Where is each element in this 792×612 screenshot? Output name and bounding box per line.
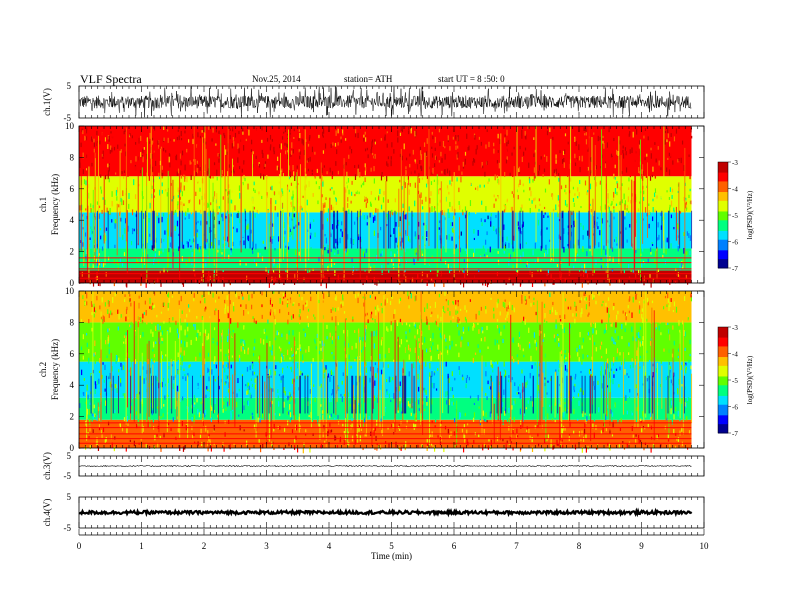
y-tick-label: 0 — [70, 443, 75, 453]
colorbar-tick-label: -3 — [732, 324, 738, 332]
ch1-spectrogram: 0 2 4 6 8 10 ch.1 Frequency (kHz) -3 -4 -5 -6 -7 log(… — [38, 121, 754, 289]
y-tick-label: 5 — [67, 81, 72, 91]
x-tick-label: 1 — [139, 541, 144, 551]
y-tick-label: 6 — [70, 349, 75, 359]
colorbar-tick-label: -5 — [732, 212, 738, 220]
y-axis-label: ch.1(V) — [42, 88, 52, 116]
colorbar-tick-label: -3 — [732, 159, 738, 167]
ch3-waveform: 5 -5 ch.3(V) — [42, 451, 705, 481]
y-axis-label: Frequency (kHz) — [50, 174, 60, 235]
y-tick-label: 2 — [70, 247, 75, 257]
y-axis-label: ch.4(V) — [42, 499, 52, 527]
x-axis-label: Time (min) — [371, 551, 412, 561]
y-tick-label: -5 — [64, 523, 72, 533]
colorbar-tick-label: -6 — [732, 239, 738, 247]
colorbar: -3 -4 -5 -6 -7 log(PSD)(V²/Hz) — [717, 324, 754, 438]
x-tick-label: 0 — [77, 541, 82, 551]
x-tick-label: 8 — [577, 541, 582, 551]
y-tick-label: 5 — [67, 492, 72, 502]
colorbar-tick-label: -5 — [732, 377, 738, 385]
x-tick-label: 6 — [452, 541, 457, 551]
y-tick-label: 4 — [70, 380, 75, 390]
station-label: station= ATH — [344, 74, 393, 84]
colorbar-tick-label: -7 — [732, 430, 738, 438]
y-tick-label: 6 — [70, 184, 75, 194]
y-tick-label: 2 — [70, 412, 75, 422]
colorbar-label: log(PSD)(V²/Hz) — [746, 190, 754, 239]
start-time-label: start UT = 8 :50: 0 — [438, 74, 505, 84]
ch4-waveform: 5 -5 ch.4(V) — [42, 492, 705, 533]
y-tick-label: 8 — [70, 152, 75, 162]
x-tick-label: 10 — [700, 541, 710, 551]
y-tick-label: -5 — [64, 113, 72, 123]
spectrogram-texture — [79, 291, 693, 454]
colorbar-label: log(PSD)(V²/Hz) — [746, 355, 754, 404]
colorbar-tick-label: -4 — [732, 186, 738, 194]
y-tick-label: 4 — [70, 215, 75, 225]
x-tick-label: 5 — [389, 541, 394, 551]
channel-label: ch.1 — [38, 197, 48, 212]
y-tick-label: 10 — [65, 121, 75, 131]
colorbar: -3 -4 -5 -6 -7 log(PSD)(V²/Hz) — [717, 159, 754, 273]
colorbar-tick-label: -6 — [732, 404, 738, 412]
y-tick-label: 10 — [65, 286, 75, 296]
x-tick-label: 2 — [202, 541, 207, 551]
date-label: Nov.25, 2014 — [252, 74, 301, 84]
time-axis: 0 1 2 3 4 5 6 7 8 9 10 Time (min) — [77, 529, 709, 561]
ch1-waveform: 5 -5 ch.1(V) — [42, 81, 705, 123]
channel-label: ch.2 — [38, 362, 48, 377]
y-tick-label: 8 — [70, 317, 75, 327]
waveform-line — [78, 507, 693, 518]
y-tick-label: 0 — [70, 278, 75, 288]
colorbar-tick-label: -7 — [732, 265, 738, 273]
spectrogram-band — [79, 248, 692, 271]
waveform-line — [78, 86, 692, 118]
x-tick-label: 3 — [264, 541, 269, 551]
y-tick-label: 5 — [67, 451, 72, 461]
x-tick-label: 7 — [514, 541, 519, 551]
spectrogram-texture — [79, 126, 693, 289]
x-tick-label: 9 — [639, 541, 644, 551]
figure-title: VLF Spectra — [80, 72, 142, 86]
y-axis-label: ch.3(V) — [42, 452, 52, 480]
x-tick-label: 4 — [327, 541, 332, 551]
waveform-line — [78, 464, 692, 468]
y-tick-label: -5 — [64, 471, 72, 481]
y-axis-label: Frequency (kHz) — [50, 339, 60, 400]
ch2-spectrogram: 0 2 4 6 8 10 ch.2 Frequency (kHz) -3 -4 -5 -6 -7 log(… — [38, 286, 754, 454]
colorbar-tick-label: -4 — [732, 351, 738, 359]
